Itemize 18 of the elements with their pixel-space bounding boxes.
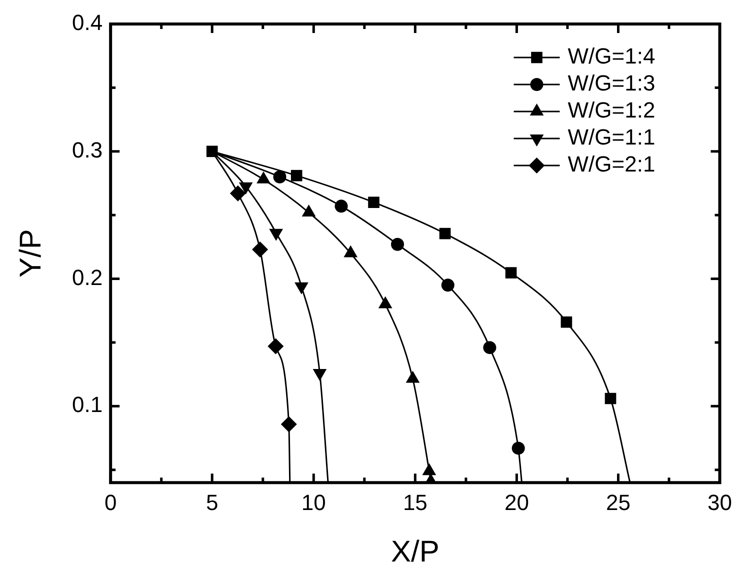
x-tick-label: 5 — [206, 490, 218, 515]
legend-label: W/G=2:1 — [568, 152, 656, 177]
x-axis-title: X/P — [390, 535, 440, 568]
x-tick-label: 10 — [301, 490, 326, 515]
legend-label: W/G=1:4 — [568, 44, 656, 69]
x-tick-label: 0 — [104, 490, 117, 515]
y-tick-label: 0.3 — [72, 137, 103, 162]
y-tick-label: 0.4 — [72, 10, 103, 36]
legend-label: W/G=1:3 — [568, 70, 656, 96]
y-axis-title: Y/P — [14, 229, 48, 278]
x-tick-label: 15 — [402, 490, 428, 515]
y-tick-label: 0.1 — [72, 392, 103, 418]
x-tick-label: 20 — [504, 490, 529, 515]
y-tick-label: 0.2 — [72, 264, 103, 290]
x-tick-label: 25 — [606, 490, 630, 515]
legend-label: W/G=1:2 — [568, 98, 656, 123]
legend-label: W/G=1:1 — [568, 124, 656, 150]
x-tick-label: 30 — [708, 490, 732, 515]
